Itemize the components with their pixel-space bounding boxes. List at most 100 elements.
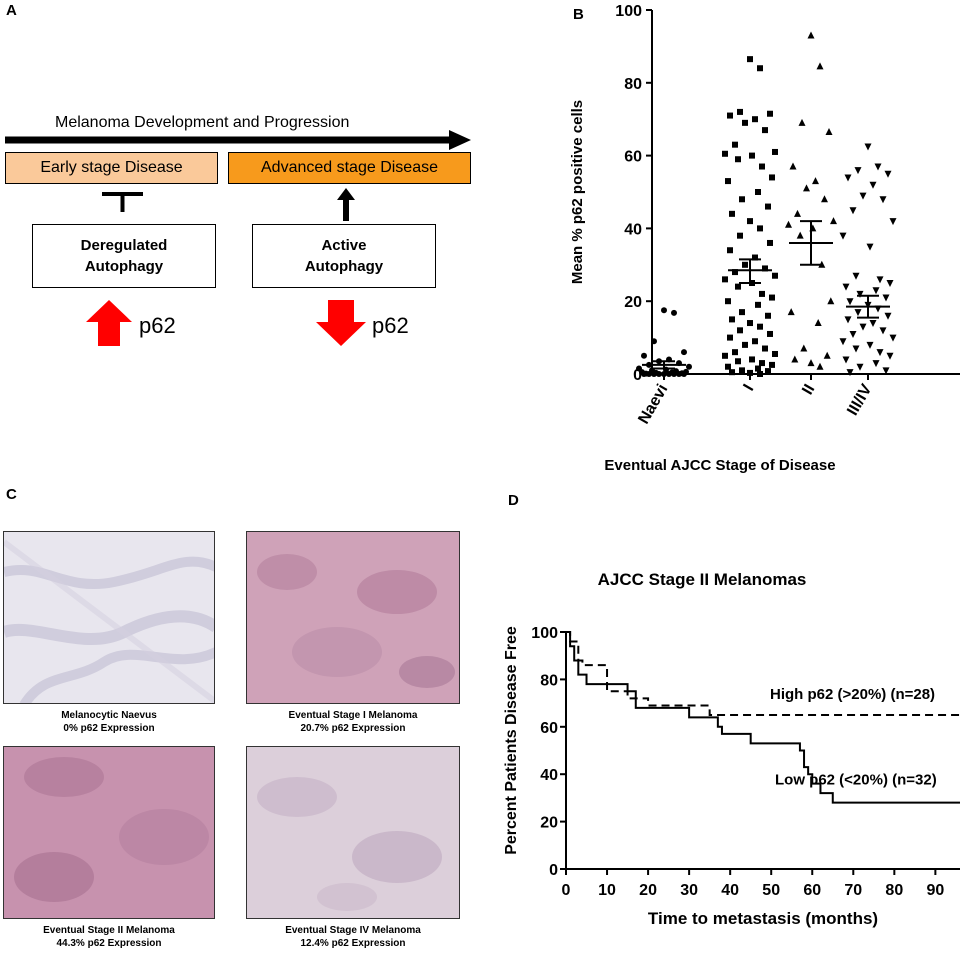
point-iii-iv	[849, 207, 857, 215]
x-tick-label: 30	[680, 882, 698, 899]
advanced-stage-box: Advanced stage Disease	[228, 152, 471, 184]
point-i	[769, 294, 775, 301]
y-tick-label: 40	[624, 221, 642, 238]
caption-stage4: Eventual Stage IV Melanoma 12.4% p62 Exp…	[238, 924, 468, 950]
deregulated-line2: Autophagy	[84, 258, 164, 275]
point-i	[732, 269, 738, 276]
early-stage-box: Early stage Disease	[5, 152, 218, 184]
point-ii	[825, 127, 833, 135]
x-tick-label: 40	[721, 882, 739, 899]
high-p62-label: High p62 (>20%) (n=28)	[770, 686, 935, 703]
active-autophagy-box: Active Autophagy	[252, 224, 436, 288]
y-tick-label: 0	[633, 367, 642, 384]
point-i	[772, 350, 778, 357]
point-i	[762, 127, 768, 134]
p62-down-label: p62	[372, 313, 409, 338]
point-iii-iv	[854, 309, 862, 317]
point-iii-iv	[839, 338, 847, 346]
point-ii	[803, 184, 810, 192]
point-i	[742, 261, 748, 268]
y-tick-label: 20	[540, 815, 558, 832]
point-i	[747, 218, 753, 225]
activation-arrow	[337, 188, 355, 221]
point-naevi	[676, 371, 682, 377]
point-i	[747, 56, 753, 63]
active-line1: Active	[321, 237, 367, 254]
point-i	[757, 371, 763, 377]
x-tick-label: 90	[926, 882, 944, 899]
y-tick-label: 40	[540, 767, 558, 784]
point-iii-iv	[856, 290, 864, 298]
point-iii-iv	[856, 363, 864, 371]
point-iii-iv	[844, 316, 852, 324]
panel-d-label: D	[508, 492, 519, 509]
point-ii	[785, 220, 792, 228]
point-naevi	[656, 371, 662, 377]
point-iii-iv	[889, 218, 897, 226]
point-iii-iv	[889, 334, 897, 342]
inhibition-symbol	[102, 192, 143, 212]
point-iii-iv	[882, 367, 890, 375]
red-arrow-down-icon	[316, 300, 366, 346]
point-ii	[787, 308, 795, 316]
point-i	[769, 361, 775, 368]
point-i	[735, 358, 741, 365]
histology-stage4-image	[246, 746, 460, 919]
x-axis-title: Eventual AJCC Stage of Disease	[604, 457, 835, 474]
deregulated-autophagy-box: Deregulated Autophagy	[32, 224, 216, 288]
point-iii-iv	[844, 174, 852, 182]
point-iii-iv	[859, 323, 867, 331]
point-i	[767, 110, 773, 117]
point-iii-iv	[879, 196, 887, 204]
point-iii-iv	[884, 170, 892, 178]
point-i	[735, 283, 741, 290]
point-i	[735, 156, 741, 163]
point-i	[737, 108, 743, 115]
point-i	[725, 298, 731, 305]
x-tick-label: II	[799, 382, 818, 398]
point-i	[752, 338, 758, 345]
point-i	[739, 196, 745, 203]
point-iii-iv	[872, 360, 880, 368]
caption-stage2-line1: Eventual Stage II Melanoma	[43, 925, 175, 936]
low-p62-label: Low p62 (<20%) (n=32)	[775, 772, 937, 789]
x-tick-label: 70	[844, 882, 862, 899]
y-tick-label: 100	[615, 3, 642, 20]
point-i	[749, 152, 755, 159]
point-naevi	[671, 371, 677, 377]
point-i	[742, 119, 748, 126]
x-tick-label: 10	[598, 882, 616, 899]
point-i	[755, 365, 761, 372]
point-naevi	[651, 371, 657, 377]
point-i	[729, 316, 735, 323]
point-i	[767, 330, 773, 337]
histology-stage2-image	[3, 746, 215, 919]
point-i	[767, 239, 773, 246]
point-naevi	[681, 349, 687, 356]
histology-naevus-image	[3, 531, 215, 704]
point-i	[765, 203, 771, 210]
point-i	[752, 116, 758, 123]
x-tick-label: 60	[803, 882, 821, 899]
point-ii	[827, 297, 835, 305]
point-iii-iv	[846, 298, 854, 306]
y-tick-label: 80	[624, 76, 642, 93]
point-ii	[823, 351, 831, 359]
point-i	[732, 141, 738, 148]
caption-stage1: Eventual Stage I Melanoma 20.7% p62 Expr…	[238, 709, 468, 735]
point-iii-iv	[864, 143, 872, 151]
point-naevi	[641, 371, 647, 377]
point-i	[739, 309, 745, 316]
x-tick-label: 80	[885, 882, 903, 899]
x-tick-label: 50	[762, 882, 780, 899]
point-iii-iv	[854, 167, 862, 175]
point-i	[722, 352, 728, 359]
chart-title: AJCC Stage II Melanomas	[598, 570, 807, 589]
point-i	[737, 327, 743, 334]
caption-naevus-line1: Melanocytic Naevus	[61, 710, 157, 721]
point-ii	[821, 195, 828, 203]
point-iii-iv	[884, 312, 892, 320]
point-iii-iv	[869, 181, 877, 189]
point-iii-iv	[876, 276, 884, 284]
